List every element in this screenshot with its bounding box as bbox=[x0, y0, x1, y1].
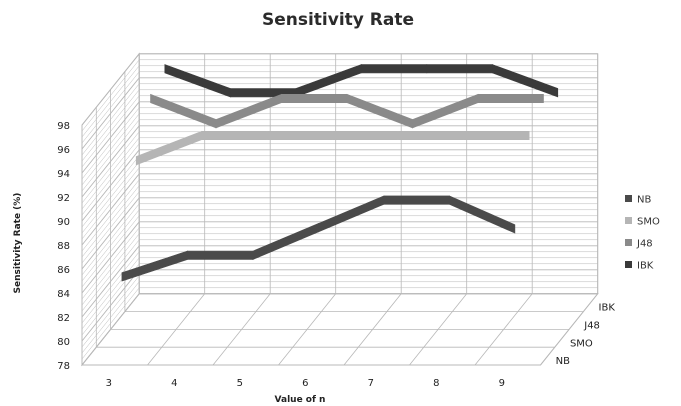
series-nb-segment bbox=[449, 195, 516, 234]
y-tick-label: 92 bbox=[57, 193, 70, 204]
x-axis-label: Value of n bbox=[275, 395, 326, 405]
legend-label-ibk: IBK bbox=[637, 261, 654, 272]
legend-label-j48: J48 bbox=[636, 239, 653, 250]
x-tick-label: 9 bbox=[499, 378, 505, 389]
y-tick-label: 80 bbox=[57, 337, 70, 348]
legend-swatch-ibk bbox=[625, 261, 632, 268]
y-tick-label: 78 bbox=[57, 361, 70, 372]
series-ibk-segment bbox=[426, 64, 493, 74]
series-smo-segment bbox=[397, 131, 465, 140]
series-smo-segment bbox=[463, 131, 530, 140]
series-smo-segment bbox=[332, 131, 399, 140]
chart-title: Sensitivity Rate bbox=[262, 10, 414, 30]
series-layer bbox=[121, 64, 559, 282]
legend-label-nb: NB bbox=[637, 195, 651, 206]
x-tick-label: 5 bbox=[237, 378, 243, 389]
series-smo-segment bbox=[201, 131, 268, 140]
y-tick-label: 84 bbox=[57, 289, 70, 300]
legend-swatch-nb bbox=[625, 195, 632, 202]
x-tick-label: 8 bbox=[433, 378, 439, 389]
y-tick-label: 96 bbox=[57, 145, 70, 156]
y-tick-label: 82 bbox=[57, 313, 70, 324]
series-nb-segment bbox=[187, 250, 254, 260]
series-smo bbox=[135, 130, 530, 166]
depth-tick-label: NB bbox=[556, 356, 570, 367]
x-tick-label: 6 bbox=[302, 378, 308, 389]
series-ibk-segment bbox=[360, 64, 428, 74]
y-tick-label: 90 bbox=[57, 217, 70, 228]
y-tick-label: 88 bbox=[57, 241, 70, 252]
depth-tick-label: J48 bbox=[583, 321, 600, 332]
y-tick-label: 98 bbox=[57, 121, 70, 132]
legend: NB SMO J48 IBK bbox=[625, 195, 660, 272]
y-tick-label: 94 bbox=[57, 169, 70, 180]
depth-tick-label: IBK bbox=[599, 303, 616, 314]
legend-swatch-smo bbox=[625, 217, 632, 224]
x-tick-label: 7 bbox=[368, 378, 374, 389]
series-ibk-segment bbox=[491, 64, 559, 98]
y-tick-label: 86 bbox=[57, 265, 70, 276]
series-nb-segment bbox=[383, 195, 450, 205]
x-tick-label: 3 bbox=[106, 378, 112, 389]
series-j48-segment bbox=[281, 94, 348, 103]
depth-tick-label: SMO bbox=[570, 338, 593, 349]
series-j48 bbox=[150, 93, 544, 129]
series-j48-segment bbox=[477, 94, 544, 103]
y-axis-label: Sensitivity Rate (%) bbox=[13, 193, 23, 294]
series-smo-segment bbox=[266, 131, 334, 140]
series-ibk bbox=[164, 64, 559, 98]
x-tick-label: 4 bbox=[171, 378, 177, 389]
legend-label-smo: SMO bbox=[637, 217, 660, 228]
legend-swatch-j48 bbox=[625, 239, 632, 246]
series-nb bbox=[121, 195, 516, 282]
